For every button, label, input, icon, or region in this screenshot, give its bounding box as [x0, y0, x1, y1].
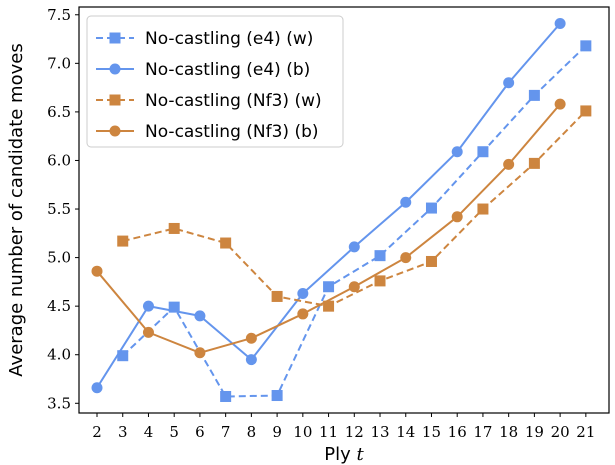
- x-tick-label: 21: [576, 423, 595, 441]
- series-layer: [91, 18, 592, 402]
- legend-item: No-castling (e4) (w): [96, 29, 313, 49]
- legend-item: No-castling (e4) (b): [96, 60, 310, 80]
- data-point: [220, 390, 232, 402]
- legend-marker: [109, 94, 121, 106]
- x-tick-label: 13: [370, 423, 389, 441]
- plot-frame: [78, 6, 610, 414]
- data-point: [271, 290, 283, 302]
- data-point: [168, 301, 180, 313]
- data-point: [580, 105, 592, 117]
- data-point: [374, 275, 386, 287]
- legend-marker: [109, 63, 121, 75]
- series-line: [96, 22, 561, 389]
- y-tick-label: 6.5: [47, 103, 71, 121]
- data-point: [323, 300, 335, 312]
- legend-box: [86, 15, 344, 148]
- x-tick-label: 6: [195, 423, 205, 441]
- data-point: [142, 326, 154, 338]
- x-tick-label: 5: [169, 423, 179, 441]
- legend-item: No-castling (Nf3) (w): [96, 91, 322, 111]
- legend-label: No-castling (e4) (b): [145, 60, 310, 80]
- data-point: [477, 146, 489, 158]
- data-point: [400, 252, 412, 264]
- x-tick-label: 19: [525, 423, 544, 441]
- y-tick-label: 7.0: [47, 54, 71, 72]
- legend-marker: [109, 125, 121, 137]
- x-tick-label: 12: [345, 423, 364, 441]
- data-point: [245, 354, 257, 366]
- data-point: [142, 300, 154, 312]
- x-tick-label: 11: [319, 423, 338, 441]
- data-point: [117, 235, 129, 247]
- y-tick-label: 5.0: [47, 249, 71, 267]
- series-line: [122, 110, 587, 308]
- x-tick-label: 16: [448, 423, 467, 441]
- series-line: [96, 103, 561, 354]
- data-point: [451, 146, 463, 158]
- series-no-castling-nf3-b: [91, 98, 566, 359]
- data-point: [425, 255, 437, 267]
- x-tick-label: 17: [473, 423, 492, 441]
- y-tick-label: 7.5: [47, 6, 71, 24]
- y-tick-label: 4.0: [47, 346, 71, 364]
- x-axis-label-text: Ply: [324, 444, 351, 465]
- x-axis-label: Ply t: [324, 444, 364, 465]
- data-point: [168, 222, 180, 234]
- data-point: [194, 347, 206, 359]
- x-tick-label: 18: [499, 423, 518, 441]
- x-tick-label: 15: [422, 423, 441, 441]
- legend: No-castling (e4) (w) No-castling (e4) (b)…: [86, 15, 344, 148]
- legend-label: No-castling (e4) (w): [145, 29, 313, 49]
- x-axis-ticks: 2 3 4 5 6 7 8 9 10 11 12 13 14 15 16 17 18 19 20 21: [92, 413, 595, 441]
- legend-label: No-castling (Nf3) (b): [145, 122, 319, 142]
- legend-item: No-castling (Nf3) (b): [96, 122, 319, 142]
- x-axis-label-var: t: [357, 444, 365, 465]
- data-point: [580, 40, 592, 52]
- series-no-castling-nf3-w: [117, 105, 592, 312]
- data-point: [425, 202, 437, 214]
- y-tick-label: 4.5: [47, 297, 71, 315]
- data-point: [451, 211, 463, 223]
- data-point: [503, 77, 515, 89]
- data-point: [117, 350, 129, 362]
- data-point: [297, 288, 309, 300]
- data-point: [271, 390, 283, 402]
- data-point: [477, 203, 489, 215]
- data-point: [348, 241, 360, 253]
- x-tick-label: 10: [293, 423, 312, 441]
- data-point: [91, 382, 103, 394]
- x-tick-label: 20: [551, 423, 570, 441]
- y-tick-label: 5.5: [47, 200, 71, 218]
- data-point: [323, 281, 335, 293]
- data-point: [245, 332, 257, 344]
- y-tick-label: 3.5: [47, 394, 71, 412]
- x-tick-label: 7: [221, 423, 231, 441]
- x-tick-label: 8: [247, 423, 257, 441]
- x-tick-label: 4: [144, 423, 154, 441]
- x-tick-label: 3: [118, 423, 128, 441]
- data-point: [297, 308, 309, 320]
- x-tick-label: 2: [92, 423, 102, 441]
- legend-marker: [109, 32, 121, 44]
- data-point: [503, 158, 515, 170]
- data-point: [348, 281, 360, 293]
- data-point: [194, 310, 206, 322]
- y-axis-label: Average number of candidate moves: [6, 43, 27, 376]
- data-point: [554, 98, 566, 110]
- data-point: [528, 89, 540, 101]
- x-tick-label: 9: [272, 423, 282, 441]
- y-axis-ticks: 3.5 4.0 4.5 5.0 5.5 6.0 6.5 7.0 7.5: [47, 6, 79, 412]
- x-tick-label: 14: [396, 423, 415, 441]
- data-point: [528, 157, 540, 169]
- data-point: [220, 237, 232, 249]
- y-tick-label: 6.0: [47, 151, 71, 169]
- data-point: [554, 18, 566, 30]
- data-point: [374, 250, 386, 262]
- legend-label: No-castling (Nf3) (w): [145, 91, 322, 111]
- data-point: [400, 196, 412, 208]
- data-point: [91, 265, 103, 277]
- series-no-castling-e4-b: [91, 18, 566, 394]
